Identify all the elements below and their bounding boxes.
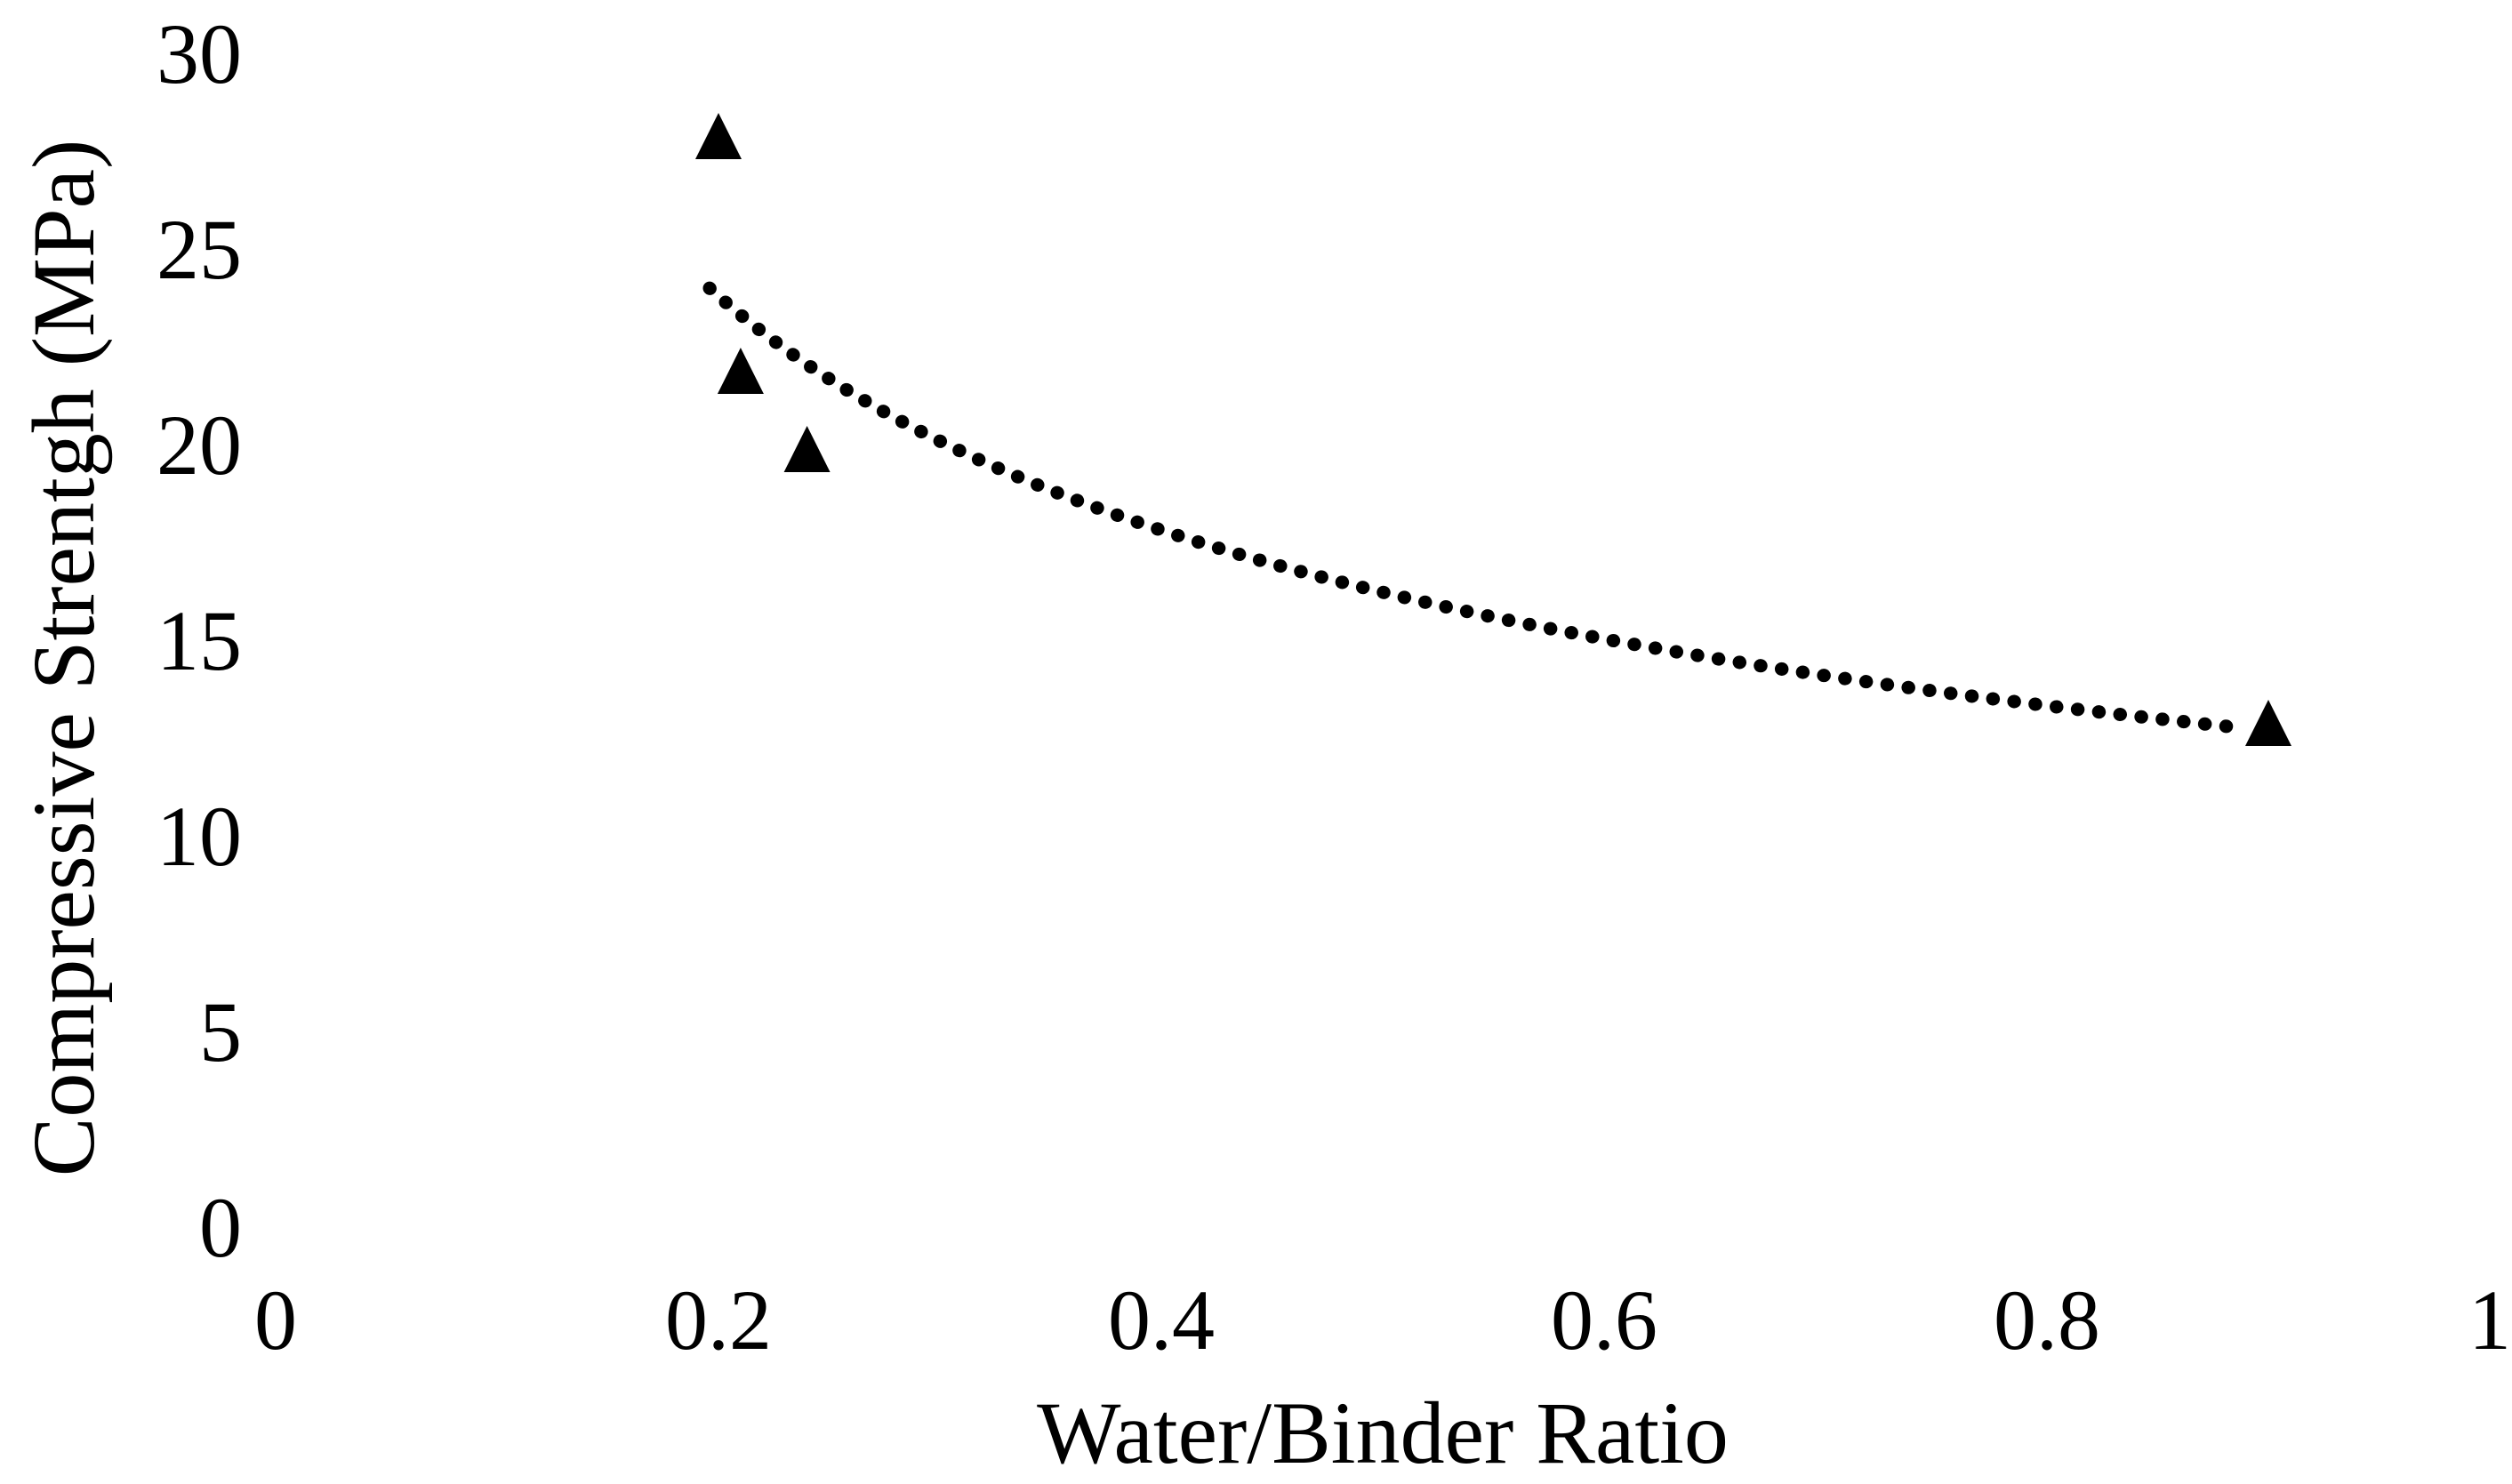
y-tick-label: 20	[156, 397, 242, 493]
x-tick-label: 0.8	[1994, 1272, 2100, 1368]
data-point-triangle	[2245, 700, 2291, 746]
x-tick-label: 0.2	[665, 1272, 772, 1368]
y-tick-label: 5	[199, 984, 242, 1080]
y-axis-tick-labels: 0 5 10 15 20 25 30	[0, 0, 242, 1484]
y-tick-label: 15	[156, 593, 242, 689]
y-tick-label: 10	[156, 789, 242, 885]
x-axis-title: Water/Binder Ratio	[1037, 1384, 1729, 1482]
data-point-triangle	[783, 426, 831, 472]
x-tick-label: 1	[2468, 1272, 2511, 1368]
x-tick-label: 0.4	[1108, 1272, 1215, 1368]
trendline-dotted	[702, 281, 2240, 734]
x-tick-label: 0	[254, 1272, 297, 1368]
x-tick-label: 0.6	[1551, 1272, 1657, 1368]
data-point-triangle	[695, 113, 742, 159]
y-tick-label: 30	[156, 6, 242, 102]
y-tick-label: 25	[156, 202, 242, 298]
data-point-triangle	[717, 348, 764, 394]
y-tick-label: 0	[199, 1180, 242, 1276]
